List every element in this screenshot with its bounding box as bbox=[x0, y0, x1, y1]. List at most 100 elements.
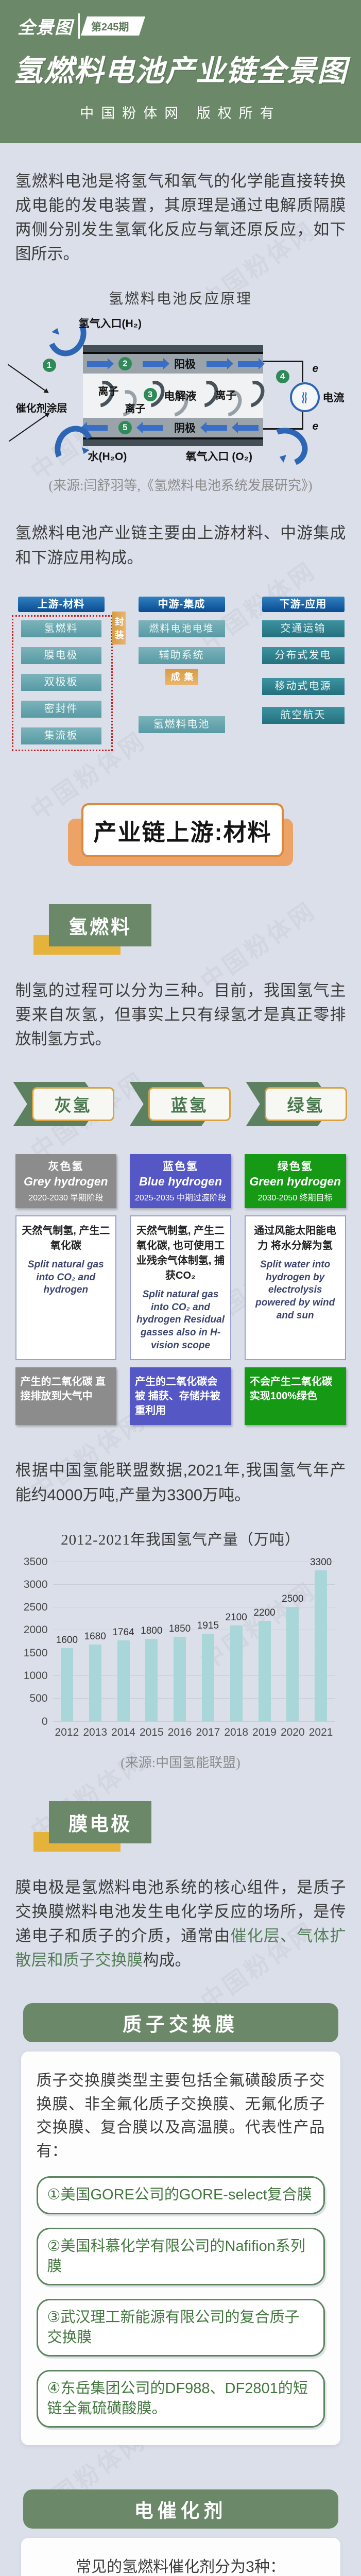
catalyst-coating-label: 催化剂涂层 bbox=[15, 403, 67, 415]
anode-arrow-icon bbox=[142, 358, 169, 369]
x-axis-tick: 2020 bbox=[280, 1726, 305, 1738]
bar bbox=[201, 1634, 214, 1721]
tag-green-hydrogen: 绿氢 bbox=[246, 1081, 348, 1127]
membrane-electrode-label: 膜电极 bbox=[33, 1801, 151, 1852]
col-period: 2030-2050 终期目标 bbox=[257, 1193, 333, 1202]
catalyst-card: 常见的氢燃料催化剂分为3种： 铂催化剂 低铂催化剂 非铂催化剂 目前，燃料电池中… bbox=[21, 2538, 340, 2576]
top-plate bbox=[82, 345, 263, 354]
green-hydrogen-header: 绿色氢 Green hydrogen 2030-2050 终期目标 bbox=[244, 1154, 346, 1208]
bar bbox=[89, 1644, 101, 1721]
page-header: 全景图 第245期 氢燃料电池产业链全景图 中国粉体网 版权所有 bbox=[0, 0, 361, 143]
y-axis-tick: 0 bbox=[41, 1715, 48, 1727]
electrolyte-label: 电解液 bbox=[164, 391, 197, 403]
x-axis-tick: 2017 bbox=[196, 1726, 220, 1738]
col-period: 2025-2035 中期过渡阶段 bbox=[135, 1193, 226, 1202]
chart-title: 2012-2021年我国氢气产量（万吨） bbox=[61, 1531, 300, 1548]
bar bbox=[315, 1570, 328, 1721]
bar bbox=[145, 1639, 158, 1721]
grey-hydrogen-result: 产生的二氧化碳 直接排放到大气中 bbox=[15, 1367, 117, 1426]
hydrogen-compare-table: 灰色氢 Grey hydrogen 2020-2030 早期阶段 蓝色氢 Blu… bbox=[15, 1154, 346, 1426]
bottom-plate bbox=[82, 437, 263, 447]
y-axis-tick: 2000 bbox=[23, 1624, 48, 1636]
y-axis-tick: 3000 bbox=[23, 1578, 48, 1590]
banner-title: 产业链上游:材料 bbox=[81, 803, 284, 857]
integrate-arrow: 集成 bbox=[165, 668, 198, 685]
water-label: 水(H₂O) bbox=[88, 451, 127, 463]
bar-value-label: 1800 bbox=[141, 1625, 163, 1637]
membrane-electrode-label-text: 膜电极 bbox=[49, 1801, 151, 1843]
x-axis-tick: 2016 bbox=[167, 1726, 192, 1738]
bar-value-label: 2200 bbox=[253, 1607, 276, 1618]
package-arrow-label: 封装 bbox=[111, 611, 126, 645]
step-3: 3 bbox=[143, 388, 157, 402]
desc-en: Split water into hydrogen by electrolysi… bbox=[255, 1259, 335, 1321]
green-hydrogen-desc: 通过风能太阳能电力 将水分解为氢 Split water into hydrog… bbox=[244, 1215, 346, 1361]
desc-cn: 天然气制氢, 产生二氧化碳 bbox=[22, 1225, 110, 1251]
tag-label: 蓝氢 bbox=[148, 1087, 231, 1121]
hydrogen-intro-paragraph: 制氢的过程可以分为三种。目前，我国氢气主要来自灰氢，但事实上只有绿氢才是真正零排… bbox=[15, 981, 346, 1048]
tag-grey-hydrogen: 灰氢 bbox=[13, 1081, 115, 1127]
pem-banner: 质子交换膜 bbox=[23, 2003, 338, 2043]
intro-paragraph: 氢燃料电池是将氢气和氧气的化学能直接转换成电能的发电装置，其原理是通过电解质隔膜… bbox=[15, 172, 346, 263]
circuit-wire bbox=[301, 361, 303, 383]
ion-label: 离子 bbox=[215, 390, 236, 402]
step-5: 5 bbox=[118, 421, 132, 435]
col-name-cn: 蓝色氢 bbox=[162, 1160, 198, 1173]
tag-blue-hydrogen: 蓝氢 bbox=[129, 1081, 232, 1127]
chain-item: 移动式电源 bbox=[262, 677, 345, 695]
electrolyte-row: 离子 离子 3 电解液 离子 bbox=[82, 374, 270, 422]
cathode-arrow-icon bbox=[200, 421, 228, 433]
chain-item: 燃料电池电堆 bbox=[138, 620, 225, 637]
hydrogen-fuel-label-text: 氢燃料 bbox=[49, 904, 151, 946]
chain-item: 辅助系统 bbox=[138, 647, 225, 664]
bar bbox=[230, 1625, 243, 1721]
bar-value-label: 2100 bbox=[225, 1612, 247, 1623]
membrane-paragraph: 膜电极是氢燃料电池系统的核心组件，是质子交换膜燃料电池发生电化学反应的场所，是传… bbox=[15, 1875, 346, 1972]
chain-item: 密封件 bbox=[21, 700, 101, 718]
tag-label: 绿氢 bbox=[264, 1087, 347, 1121]
chain-item: 氢燃料 bbox=[21, 620, 101, 637]
desc-cn: 通过风能太阳能电力 将水分解为氢 bbox=[254, 1225, 337, 1251]
x-axis-tick: 2018 bbox=[224, 1726, 249, 1738]
anode-row: 2 阳极 bbox=[82, 354, 265, 374]
pem-card: 质子交换膜类型主要包括全氟磺酸质子交换膜、非全氟化质子交换膜、无氟化质子交换膜、… bbox=[21, 2052, 340, 2446]
x-axis-tick: 2014 bbox=[111, 1726, 135, 1738]
bar-value-label: 1680 bbox=[84, 1631, 106, 1642]
chart-plot: 0 500 1000 1500 2000 2500 3000 3500 1600 2012 1680… bbox=[21, 1555, 340, 1749]
current-label: 电流 bbox=[322, 392, 345, 404]
grey-hydrogen-header: 灰色氢 Grey hydrogen 2020-2030 早期阶段 bbox=[15, 1154, 117, 1208]
circuit-wire bbox=[301, 409, 303, 430]
upstream-dotted-box bbox=[11, 615, 113, 751]
circuit-wire bbox=[263, 361, 303, 363]
desc-cn: 天然气制氢, 产生二氧化碳, 也可使用工业残余气体制氢, 捕获CO₂ bbox=[136, 1225, 225, 1281]
current-meter-icon: ≈≈ bbox=[289, 382, 320, 413]
text-before: 膜电极是氢燃料电池系统的核心组件，是质子交换膜燃料电池发生电化学反应的场所，是传… bbox=[15, 1878, 346, 1945]
x-axis-tick: 2012 bbox=[55, 1726, 79, 1738]
anode-arrow-icon bbox=[87, 358, 114, 369]
y-axis-tick: 2500 bbox=[23, 1601, 48, 1614]
bar bbox=[117, 1640, 130, 1721]
chain-item: 膜电极 bbox=[21, 647, 101, 664]
integrate-arrow-label: 集成 bbox=[165, 668, 198, 685]
logo-text: 全景图 bbox=[18, 13, 80, 39]
catalyst-intro: 常见的氢燃料催化剂分为3种： bbox=[76, 2558, 285, 2576]
cathode-row: 5 阴极 bbox=[80, 418, 263, 438]
x-axis-tick: 2015 bbox=[139, 1726, 164, 1738]
col-period: 2020-2030 早期阶段 bbox=[28, 1193, 104, 1202]
step-2: 2 bbox=[118, 357, 132, 371]
text-highlight: 催化层、气体扩散层和质子交换膜 bbox=[15, 1926, 346, 1969]
catalyst-banner: 电催化剂 bbox=[23, 2489, 338, 2529]
pem-intro: 质子交换膜类型主要包括全氟磺酸质子交换膜、非全氟化质子交换膜、无氟化质子交换膜、… bbox=[36, 2072, 325, 2160]
blue-hydrogen-result: 产生的二氧化碳会被 捕获、存储并被重利用 bbox=[130, 1367, 231, 1426]
chain-header-upstream: 上游-材料 bbox=[18, 596, 105, 612]
x-axis-tick: 2019 bbox=[252, 1726, 277, 1738]
y-axis-tick: 3500 bbox=[23, 1555, 48, 1568]
cathode-arrow-icon bbox=[136, 421, 163, 433]
hydrogen-type-tags: 灰氢 蓝氢 绿氢 bbox=[13, 1081, 348, 1127]
chain-item: 双极板 bbox=[21, 673, 101, 691]
chain-item: 集流板 bbox=[21, 727, 101, 744]
package-arrow: 封装 bbox=[111, 611, 126, 645]
capacity-paragraph: 根据中国氢能联盟数据,2021年,我国氢气年产能约4000万吨,产量为3300万… bbox=[15, 1461, 346, 1504]
chart-source: (来源:中国氢能联盟) bbox=[121, 1755, 240, 1770]
text-after: 构成。 bbox=[143, 1951, 191, 1969]
